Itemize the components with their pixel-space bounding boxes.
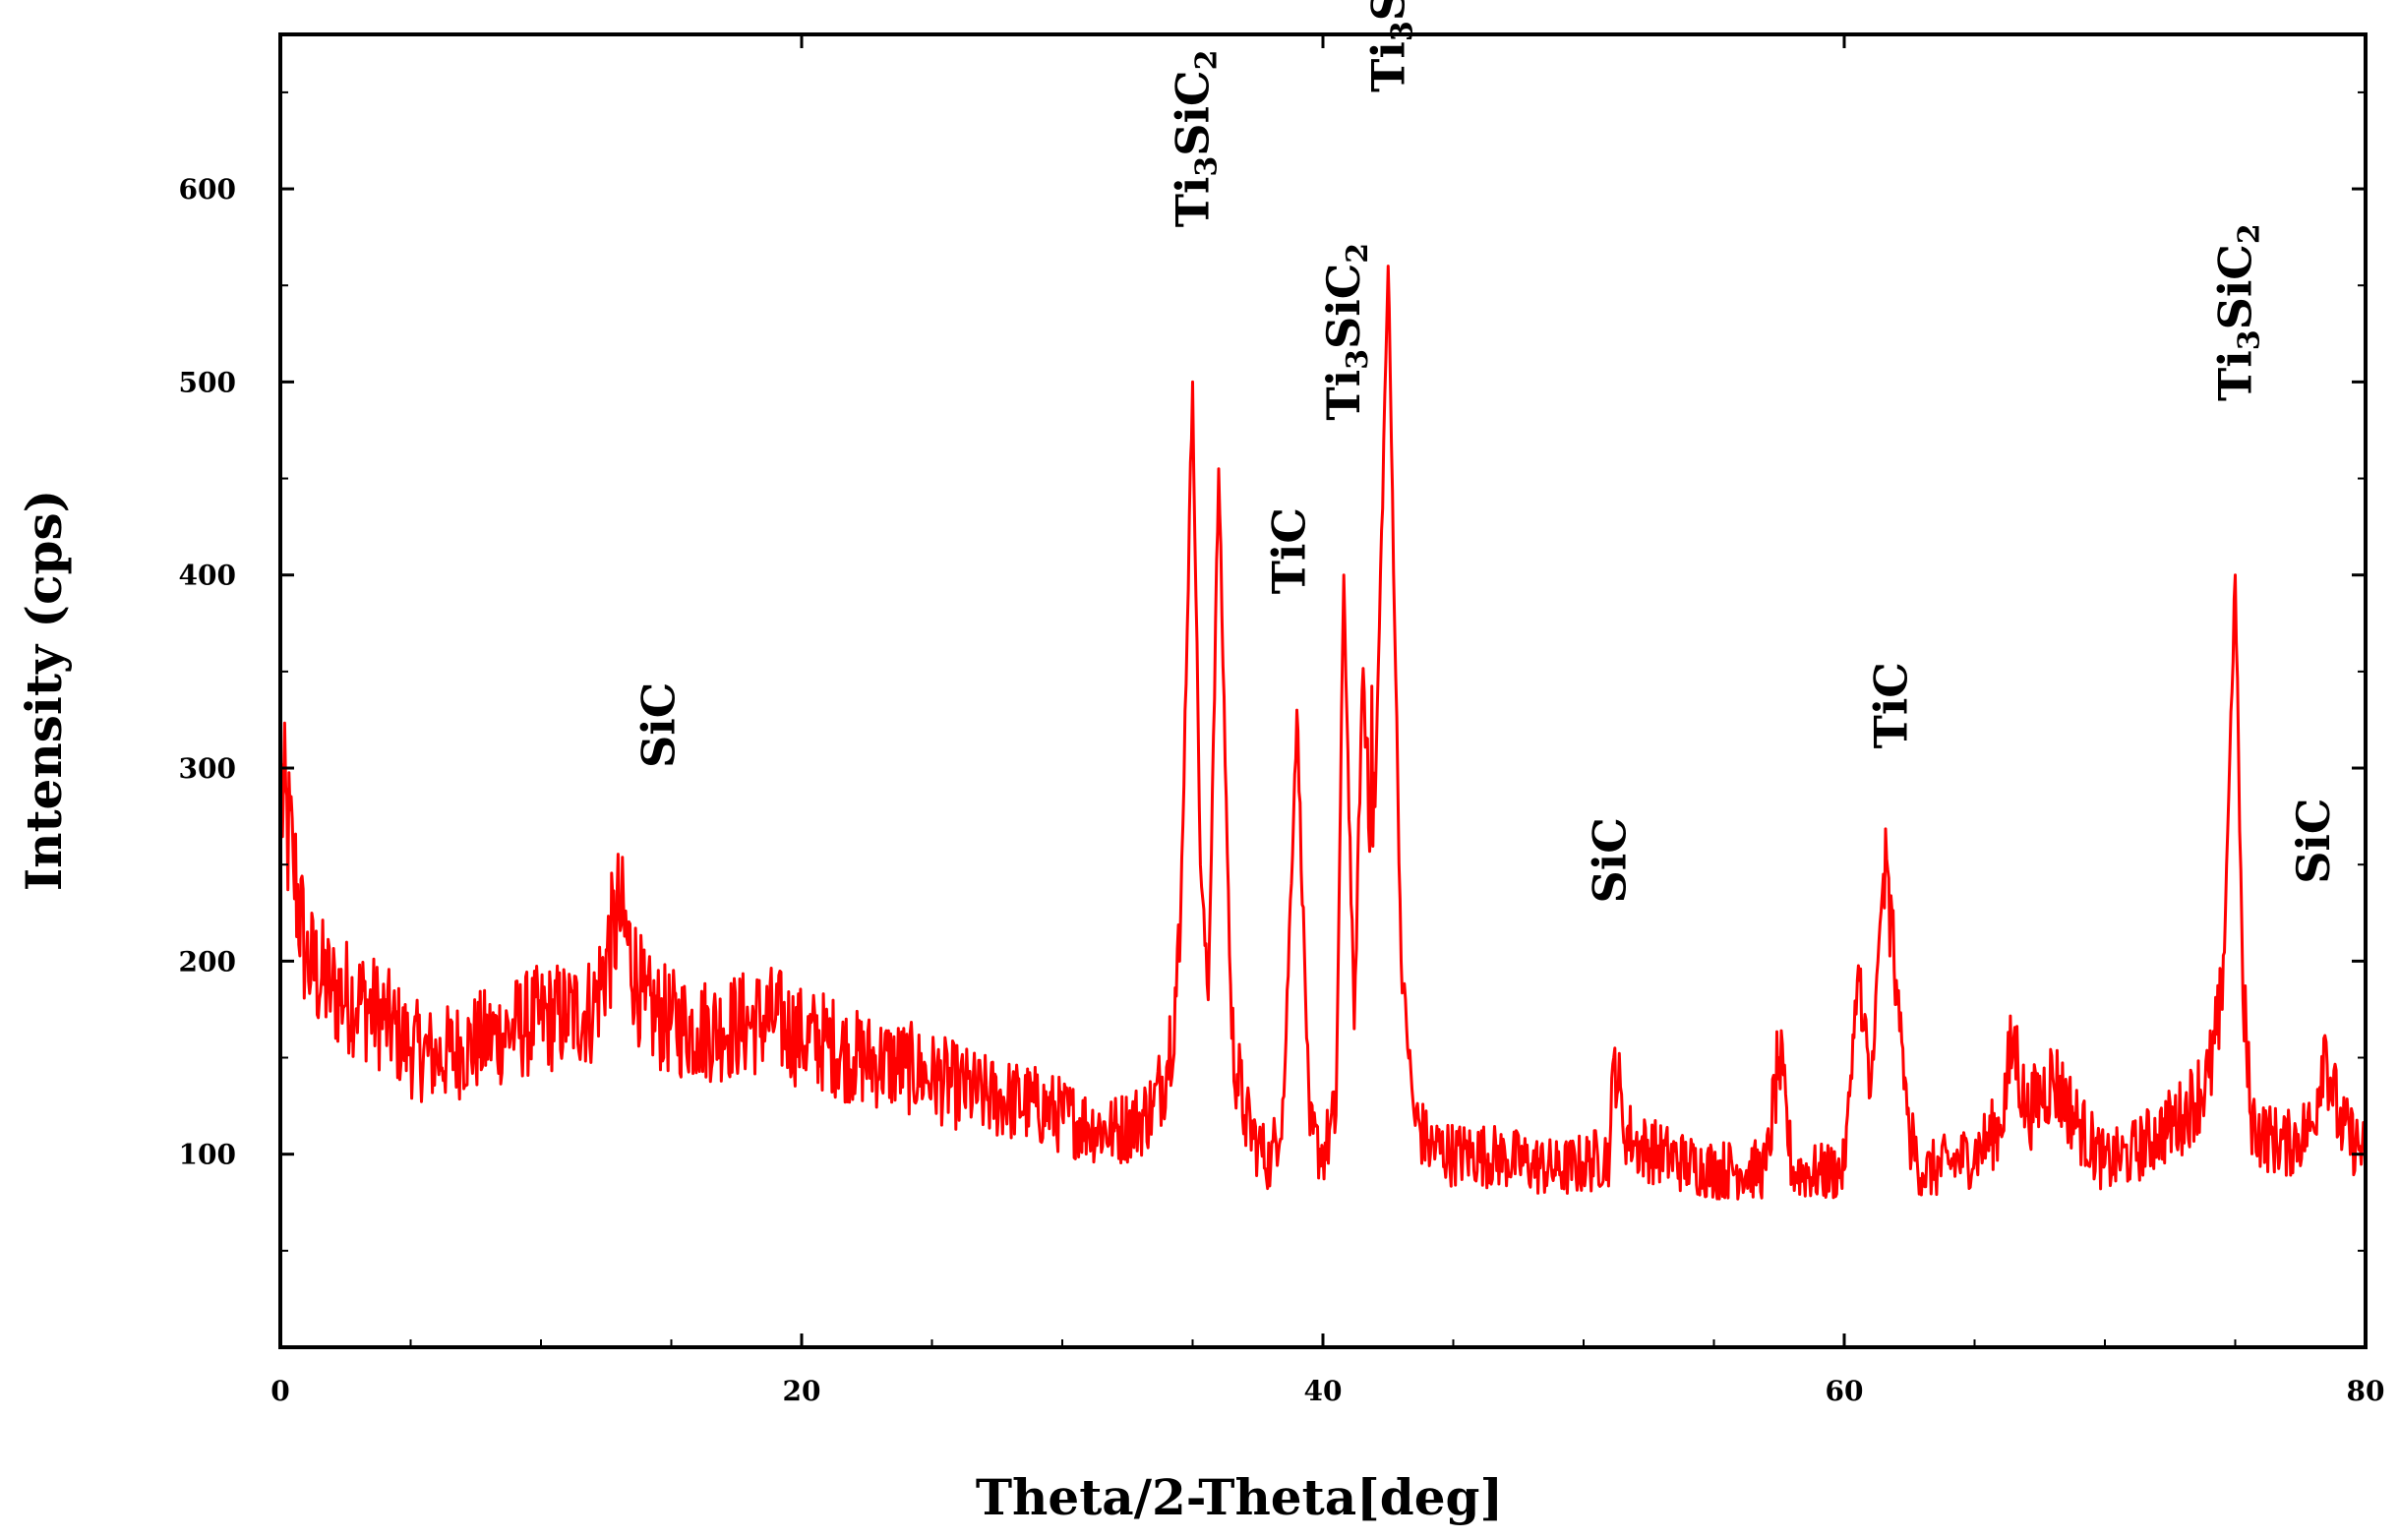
series-0-line bbox=[278, 265, 2368, 1201]
x-tick-label: 80 bbox=[2347, 1375, 2385, 1407]
y-tick-label: 500 bbox=[179, 366, 236, 398]
peak-label: Ti3SiC2 bbox=[1167, 50, 1225, 228]
x-tick-label: 60 bbox=[1826, 1375, 1864, 1407]
peak-label: Ti3SiC2 bbox=[1361, 0, 1419, 92]
peak-label: Ti3SiC2 bbox=[2209, 223, 2267, 401]
peak-label: SiC bbox=[2287, 798, 2340, 883]
y-tick-label: 200 bbox=[179, 945, 236, 977]
peak-label: TiC bbox=[1865, 662, 1918, 748]
y-tick-label: 400 bbox=[179, 560, 236, 592]
ticks-layer bbox=[278, 34, 2368, 1347]
peak-label: SiC bbox=[1584, 817, 1637, 903]
x-axis-title: Theta/2-Theta[deg] bbox=[976, 1468, 1503, 1526]
peak-label: TiC bbox=[1263, 507, 1316, 594]
y-tick-label: 300 bbox=[179, 752, 236, 785]
x-tick-label: 40 bbox=[1304, 1375, 1343, 1407]
x-tick-label: 20 bbox=[783, 1375, 821, 1407]
peak-label: SiC bbox=[631, 682, 685, 768]
y-tick-label: 600 bbox=[179, 173, 236, 206]
data-layer bbox=[278, 265, 2368, 1201]
y-tick-label: 100 bbox=[179, 1139, 236, 1171]
labels-layer: 0 20 40 60 80 100 200 300 400 500 600 bbox=[179, 173, 2385, 1407]
peak-label: Ti3SiC2 bbox=[1317, 243, 1375, 421]
x-tick-label: 0 bbox=[270, 1375, 289, 1407]
annot-layer: SiC Ti3SiC2 TiC Ti3SiC2 Ti3SiC2 SiC TiC Ti3SiC2… bbox=[631, 0, 2340, 904]
y-axis-title: Intensity (cps) bbox=[15, 490, 73, 892]
